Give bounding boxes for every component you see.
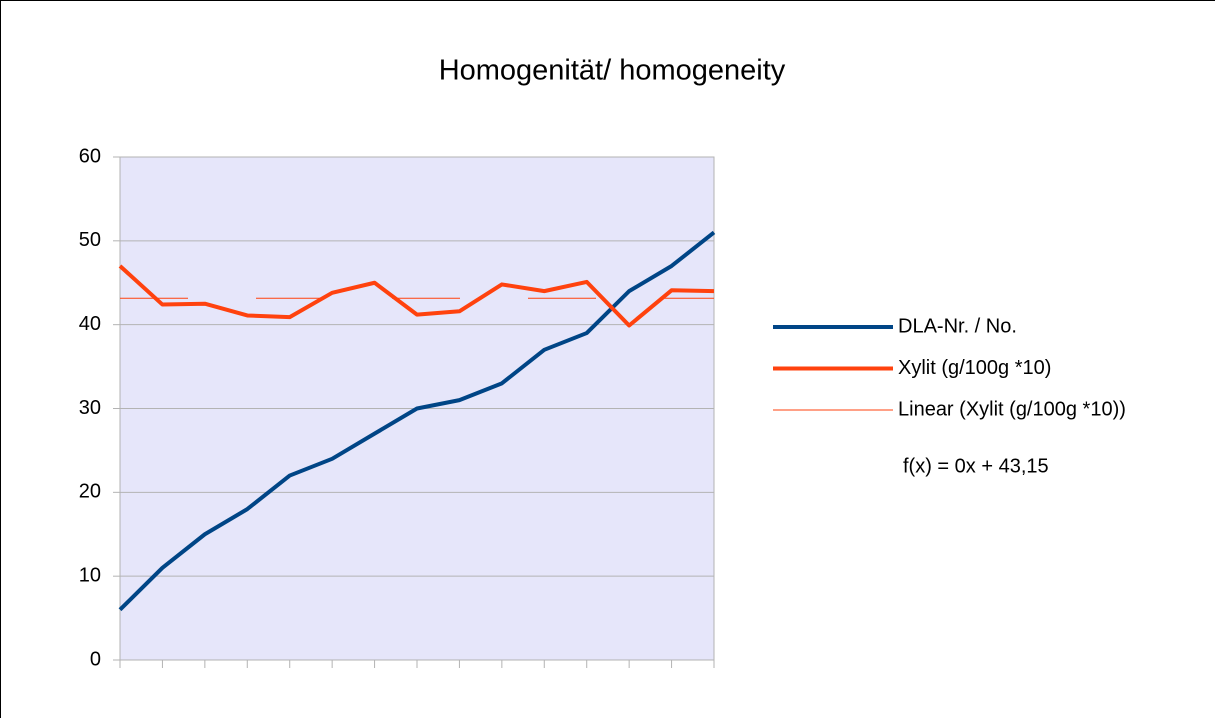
series-line: [118, 264, 715, 328]
y-tick-label: 40: [79, 313, 101, 335]
y-tick-label: 50: [79, 229, 101, 251]
y-tick-label: 0: [90, 648, 101, 670]
y-tick-label: 30: [79, 397, 101, 419]
chart-title: Homogenität/ homogeneity: [439, 55, 786, 87]
series-line: [118, 230, 716, 612]
trend-equation: f(x) = 0x + 43,15: [903, 455, 1049, 477]
legend-label: Xylit (g/100g *10): [898, 357, 1051, 379]
y-tick-label: 10: [79, 564, 101, 586]
y-tick-label: 60: [79, 145, 101, 167]
legend-label: DLA-Nr. / No.: [898, 315, 1017, 337]
legend-label: Linear (Xylit (g/100g *10)): [898, 398, 1126, 420]
y-tick-label: 20: [79, 481, 101, 503]
